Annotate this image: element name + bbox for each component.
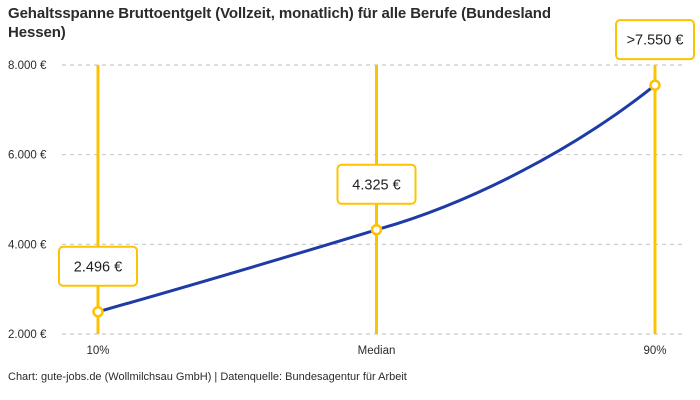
y-axis-tick-label: 4.000 €	[8, 239, 47, 251]
chart-source-caption: Chart: gute-jobs.de (Wollmilchsau GmbH) …	[8, 371, 407, 383]
value-label: 4.325 €	[352, 177, 400, 193]
y-axis-tick-label: 2.000 €	[8, 329, 47, 341]
value-label: 2.496 €	[74, 259, 122, 275]
x-axis-tick-label: 90%	[643, 345, 666, 357]
value-label-box	[336, 163, 417, 205]
data-point-marker	[370, 224, 383, 236]
chart-title: Gehaltsspanne Bruttoentgelt (Vollzeit, m…	[8, 5, 551, 42]
value-label-box	[58, 245, 138, 287]
x-axis-tick-label: Median	[358, 345, 396, 357]
data-point-marker	[92, 306, 104, 318]
value-label: >7.550 €	[627, 33, 684, 49]
data-point-marker	[649, 79, 661, 91]
x-axis-tick-label: 10%	[86, 345, 109, 357]
value-label-box	[615, 19, 695, 61]
y-axis-tick-label: 6.000 €	[8, 150, 47, 162]
y-axis-tick-label: 8.000 €	[8, 60, 47, 72]
